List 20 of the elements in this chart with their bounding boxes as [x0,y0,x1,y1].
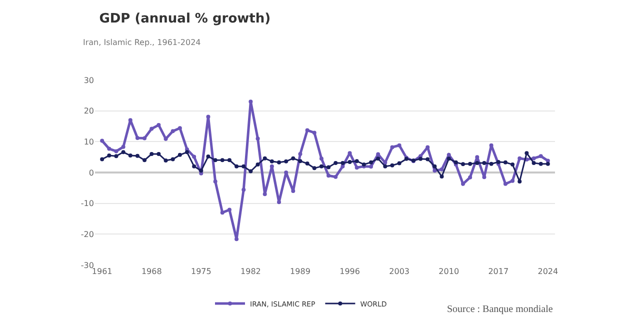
x-tick-label: 1961 [92,267,112,276]
y-tick-label: 10 [84,137,94,146]
chart-title: GDP (annual % growth) [99,11,271,26]
x-tick-label: 2017 [488,267,509,276]
y-tick-label: 0 [88,168,94,178]
x-tick-label: 1975 [190,267,212,276]
y-tick-label: -30 [80,260,94,270]
source-note: Source : Banque mondiale [447,304,554,315]
y-tick-label: -20 [80,230,94,239]
x-tick-label: 1989 [290,267,310,276]
x-tick-label: 1996 [340,267,360,276]
x-tick-label: 2024 [538,267,558,276]
x-tick-label: 2003 [389,267,410,276]
x-tick-label: 1982 [240,267,261,276]
y-tick-label: -10 [80,199,94,208]
y-tick-label: 30 [84,76,94,85]
chart-subtitle: Iran, Islamic Rep., 1961-2024 [83,38,201,47]
x-tick-label: 2010 [438,267,460,276]
y-tick-label: 20 [84,106,94,116]
x-tick-label: 1968 [141,267,162,276]
